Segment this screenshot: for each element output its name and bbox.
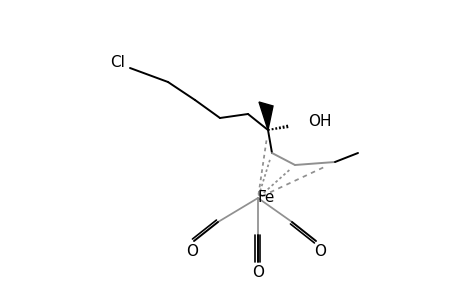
Text: Fe: Fe: [257, 190, 275, 206]
Text: O: O: [313, 244, 325, 260]
Text: O: O: [185, 244, 197, 260]
Polygon shape: [258, 102, 272, 130]
Text: OH: OH: [308, 115, 331, 130]
Text: O: O: [252, 266, 263, 280]
Text: Cl: Cl: [110, 55, 125, 70]
